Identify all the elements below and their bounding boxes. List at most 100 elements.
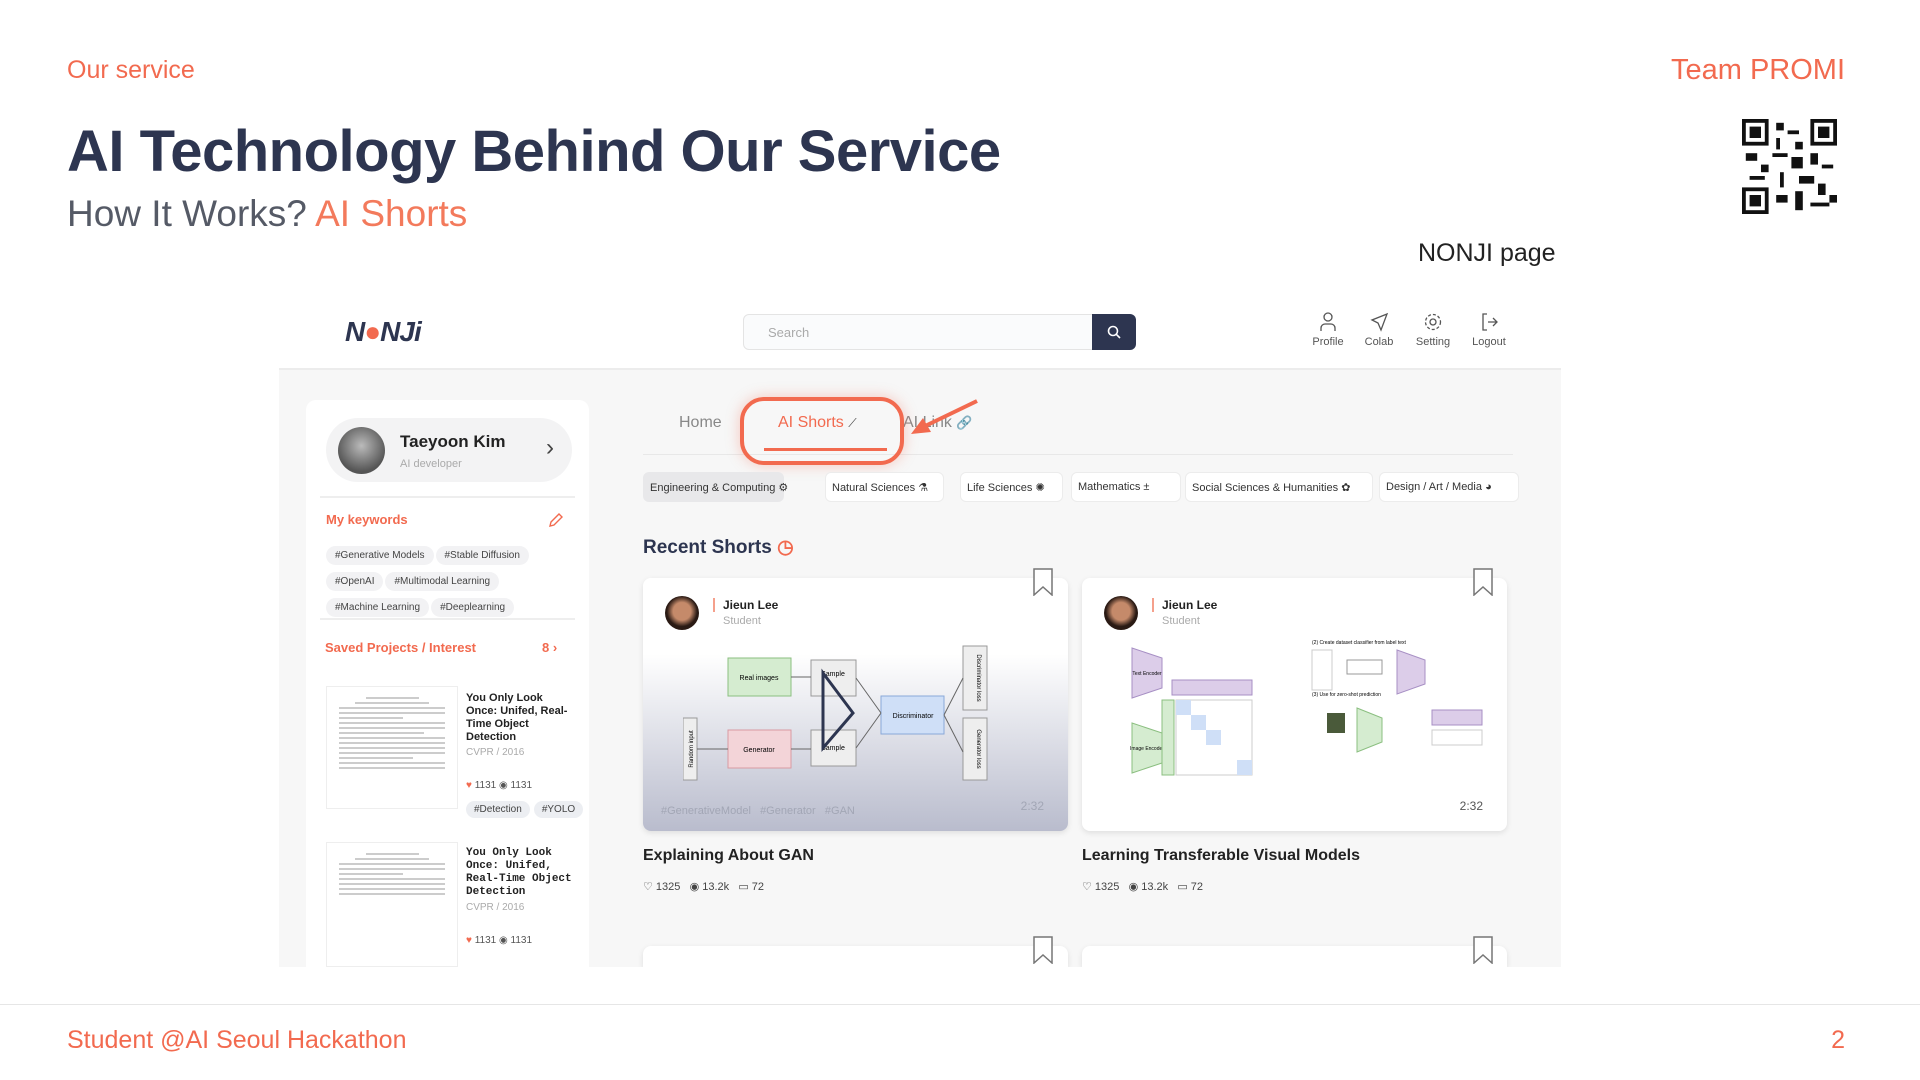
keyword-chip[interactable]: #Multimodal Learning	[385, 572, 500, 591]
subtitle-prefix: How It Works?	[67, 193, 307, 234]
diagram-label: (3) Use for zero-shot prediction	[1312, 692, 1381, 698]
nav-label: Colab	[1364, 336, 1394, 348]
profile-name: Taeyoon Kim	[400, 432, 506, 451]
avatar	[338, 427, 385, 474]
category-label: Mathematics	[1078, 481, 1141, 493]
diagram-label: Generator	[743, 747, 775, 754]
nonji-app-screenshot: N●NJi Search Profile Colab Setting Logou…	[279, 294, 1561, 967]
gear-icon	[1424, 313, 1442, 331]
slide-subtitle: How It Works? AI Shorts	[67, 193, 467, 235]
category-life-sciences[interactable]: Life Sciences ✺	[960, 472, 1063, 502]
short-tag[interactable]: #Generator	[760, 805, 816, 817]
like-count: 1325	[1094, 881, 1120, 893]
view-count: 1131	[510, 780, 533, 791]
nav-setting[interactable]: Setting	[1408, 312, 1458, 348]
highlight-circle	[740, 397, 904, 465]
edit-pencil-icon[interactable]	[548, 512, 564, 528]
saved-title: Saved Projects / Interest	[325, 640, 477, 655]
send-icon	[1370, 312, 1388, 332]
paper-tag[interactable]: #YOLO	[533, 801, 584, 818]
short-title[interactable]: Explaining About GAN	[643, 847, 814, 864]
paper-tag[interactable]: #Detection	[466, 801, 530, 818]
diagram-label: Sample	[821, 745, 845, 752]
gan-diagram: Real images Generator Sample Sample Disc…	[683, 645, 988, 781]
short-tag[interactable]: #GAN	[824, 805, 855, 817]
nonji-logo[interactable]: N●NJi	[345, 316, 422, 347]
paper-venue: CVPR / 2016	[466, 747, 525, 758]
saved-item[interactable]: You Only Look Once: Unifed, Real-Time Ob…	[466, 692, 587, 818]
profile-role: AI developer	[400, 458, 462, 470]
author-avatar	[1104, 596, 1138, 630]
nav-logout[interactable]: Logout	[1464, 312, 1514, 348]
footer-text: Student @AI Seoul Hackathon	[67, 1026, 407, 1054]
profile-card[interactable]: Taeyoon Kim AI developer ›	[326, 418, 572, 482]
page-number: 2	[1831, 1026, 1845, 1054]
clock-icon: ◷	[777, 537, 794, 558]
short-card[interactable]	[643, 946, 1068, 967]
category-natural-sciences[interactable]: Natural Sciences ⚗	[825, 472, 944, 502]
short-card[interactable]: Jieun Lee Student Text Encoder Image Enc…	[1082, 578, 1507, 831]
search-button[interactable]	[1092, 314, 1136, 350]
paper-thumbnail[interactable]	[326, 842, 458, 967]
flask-icon: ⚗	[918, 482, 929, 494]
nav-profile[interactable]: Profile	[1303, 312, 1353, 348]
diagram-label: Discriminator loss	[975, 654, 981, 701]
view-count: 13.2k	[1141, 881, 1169, 893]
keyword-chip[interactable]: #Deeplearning	[431, 598, 515, 617]
diagram-label: Generator loss	[975, 729, 981, 768]
keyword-chip[interactable]: #Stable Diffusion	[435, 546, 529, 565]
category-design-art-media[interactable]: Design / Art / Media ◕	[1379, 472, 1519, 502]
divider	[320, 618, 575, 620]
tab-ai-shorts[interactable]: AI Shorts ⟋	[778, 414, 857, 432]
duration: 2:32	[1459, 799, 1483, 813]
bookmark-icon[interactable]	[1472, 568, 1494, 596]
eye-icon: ◉	[499, 780, 508, 791]
short-card[interactable]	[1082, 946, 1507, 967]
diagram-label: Discriminator	[893, 713, 935, 720]
category-social-sciences[interactable]: Social Sciences & Humanities ✿	[1185, 472, 1373, 502]
magic-wand-icon: ⟋	[848, 416, 857, 430]
keyword-chip[interactable]: #Machine Learning	[326, 598, 430, 617]
profile-sidebar: Taeyoon Kim AI developer › My keywords #…	[306, 400, 589, 967]
search-input[interactable]: Search	[743, 314, 1097, 350]
nav-colab[interactable]: Colab	[1354, 312, 1404, 348]
paper-thumbnail[interactable]	[326, 686, 458, 809]
slide-title: AI Technology Behind Our Service	[67, 119, 1001, 184]
keywords-title: My keywords	[326, 512, 408, 527]
keyword-chip[interactable]: #Generative Models	[326, 546, 434, 565]
robot-arm-icon: ⚙	[778, 482, 789, 494]
qr-code	[1742, 119, 1837, 214]
bookmark-icon[interactable]	[1032, 936, 1054, 964]
view-count: 1131	[510, 935, 533, 946]
section-label: Our service	[67, 56, 195, 84]
keyword-list: #Generative Models #Stable Diffusion #Ope…	[326, 545, 576, 623]
keyword-chip[interactable]: #OpenAI	[326, 572, 384, 591]
author-avatar	[665, 596, 699, 630]
heart-icon: ♥	[466, 935, 472, 946]
short-card[interactable]: Jieun Lee Student Real images Generator …	[643, 578, 1068, 831]
category-engineering-computing[interactable]: Engineering & Computing ⚙	[643, 472, 788, 502]
category-label: Natural Sciences	[832, 482, 916, 494]
saved-item[interactable]: You Only Look Once: Unifed, Real-Time Ob…	[466, 847, 581, 946]
short-title[interactable]: Learning Transferable Visual Models	[1082, 847, 1361, 864]
category-mathematics[interactable]: Mathematics ±	[1071, 472, 1181, 502]
short-tag[interactable]: #GenerativeModel	[661, 805, 751, 817]
diagram-label: Text Encoder	[1132, 671, 1162, 677]
footer-divider	[0, 1004, 1920, 1005]
tab-home[interactable]: Home	[679, 414, 722, 431]
bookmark-icon[interactable]	[1472, 936, 1494, 964]
app-header: N●NJi Search Profile Colab Setting Logou…	[279, 294, 1561, 370]
dna-icon: ✺	[1035, 482, 1045, 494]
team-name: Team PROMI	[1670, 54, 1845, 86]
saved-count-link[interactable]: 8 ›	[542, 640, 558, 655]
paper-title: You Only Look Once: Unifed, Real-Time Ob…	[466, 847, 572, 898]
like-count: 1131	[474, 935, 497, 946]
category-label: Life Sciences	[967, 482, 1033, 494]
tab-divider	[643, 454, 1513, 455]
bookmark-icon[interactable]	[1032, 568, 1054, 596]
section-label: Recent Shorts	[643, 537, 772, 558]
brain-icon: ✿	[1341, 482, 1351, 494]
diagram-label: Sample	[821, 671, 845, 678]
user-icon	[1320, 312, 1336, 331]
comment-count: 72	[1190, 881, 1204, 893]
